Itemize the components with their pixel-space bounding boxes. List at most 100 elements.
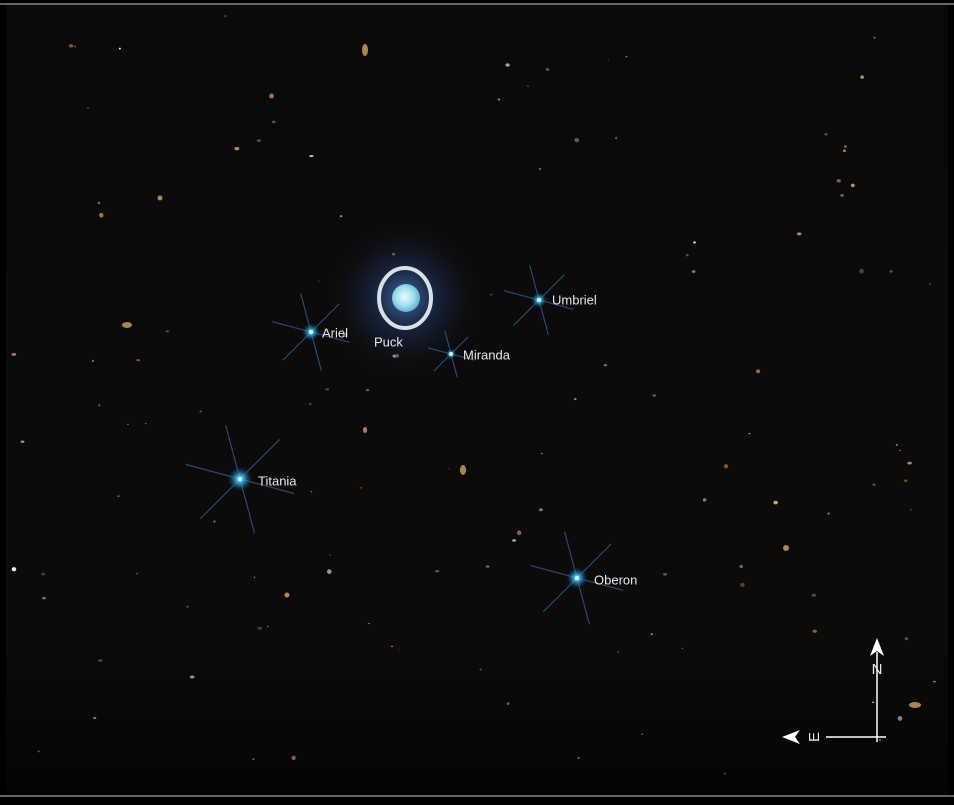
background-object <box>904 479 907 482</box>
background-object <box>74 46 76 48</box>
background-object <box>541 453 543 454</box>
background-object <box>311 491 312 492</box>
background-object <box>663 573 667 575</box>
background-object <box>546 68 550 71</box>
moon-label: Miranda <box>463 347 511 362</box>
background-object <box>257 627 262 630</box>
galaxy <box>460 465 466 475</box>
moon-label: Puck <box>374 334 403 349</box>
background-object <box>309 155 313 157</box>
background-object <box>136 573 138 574</box>
moon-label: Oberon <box>594 572 637 587</box>
background-object <box>327 569 332 574</box>
background-object <box>329 555 331 556</box>
background-object <box>739 565 742 568</box>
background-object <box>840 194 844 197</box>
background-object <box>652 394 656 396</box>
background-object <box>325 388 329 390</box>
background-object <box>20 441 24 443</box>
background-object <box>748 433 750 435</box>
background-object <box>166 330 170 332</box>
background-object <box>98 659 103 661</box>
background-object <box>651 633 653 635</box>
background-object <box>98 202 101 205</box>
galaxy <box>783 545 789 551</box>
moon-label: Ariel <box>322 325 348 340</box>
background-object <box>257 139 261 142</box>
background-object <box>844 145 847 147</box>
background-object <box>486 565 490 567</box>
background-object <box>813 630 817 633</box>
background-object <box>692 270 696 273</box>
background-object <box>703 498 706 502</box>
background-object <box>366 389 369 391</box>
background-object <box>617 651 619 652</box>
background-object <box>899 450 901 451</box>
background-object <box>224 15 227 17</box>
background-object <box>360 487 363 489</box>
background-object <box>873 37 876 39</box>
background-object <box>391 646 393 647</box>
background-object <box>506 63 510 66</box>
background-object <box>539 508 543 511</box>
background-object <box>213 520 215 523</box>
background-object <box>498 98 501 100</box>
background-object <box>626 56 628 57</box>
background-object <box>773 501 777 505</box>
background-object <box>11 353 16 356</box>
background-object <box>812 594 816 597</box>
moon-label: Umbriel <box>552 292 597 307</box>
background-object <box>512 539 516 541</box>
galaxy <box>285 593 290 598</box>
uranus-image: Ariel Puck Miranda Umbriel Titania Oberon N E <box>0 0 954 805</box>
background-object <box>797 232 802 235</box>
sky <box>6 5 948 795</box>
background-object <box>577 757 579 758</box>
background-object <box>604 364 608 366</box>
moon-core <box>575 576 579 580</box>
background-object <box>87 107 89 108</box>
background-object <box>272 121 276 124</box>
background-object <box>254 577 255 579</box>
background-object <box>479 669 481 671</box>
page: Ariel Puck Miranda Umbriel Titania Oberon N E… <box>0 0 954 805</box>
background-object <box>843 149 846 152</box>
background-object <box>905 637 909 640</box>
background-object <box>145 423 147 424</box>
background-object <box>309 403 311 405</box>
background-object <box>269 94 274 99</box>
background-object <box>517 530 521 535</box>
background-object <box>38 750 40 752</box>
north-label: N <box>872 661 883 678</box>
galaxy <box>363 427 367 433</box>
background-object <box>756 369 760 373</box>
background-object <box>340 215 342 217</box>
east-label: E <box>806 732 823 742</box>
background-object <box>827 512 830 514</box>
background-object <box>851 184 855 188</box>
background-object <box>860 75 864 78</box>
background-object <box>42 597 46 599</box>
background-object <box>681 648 683 649</box>
background-object <box>686 254 689 256</box>
background-object <box>12 567 17 571</box>
background-object <box>527 85 529 86</box>
background-object <box>190 675 195 678</box>
moon-label: Titania <box>258 473 297 488</box>
moon-core <box>309 330 313 334</box>
background-object <box>93 717 96 719</box>
moon-core <box>238 477 242 481</box>
background-object <box>896 444 898 446</box>
background-object <box>898 716 903 721</box>
background-object <box>399 650 400 651</box>
background-object <box>615 137 617 140</box>
background-object <box>693 241 696 243</box>
background-object <box>859 269 864 274</box>
moon-core <box>537 298 541 302</box>
planet <box>392 284 420 312</box>
background-object <box>117 495 120 497</box>
background-object <box>136 359 140 361</box>
background-object <box>507 702 510 705</box>
background-object <box>724 773 726 775</box>
background-object <box>69 44 73 47</box>
